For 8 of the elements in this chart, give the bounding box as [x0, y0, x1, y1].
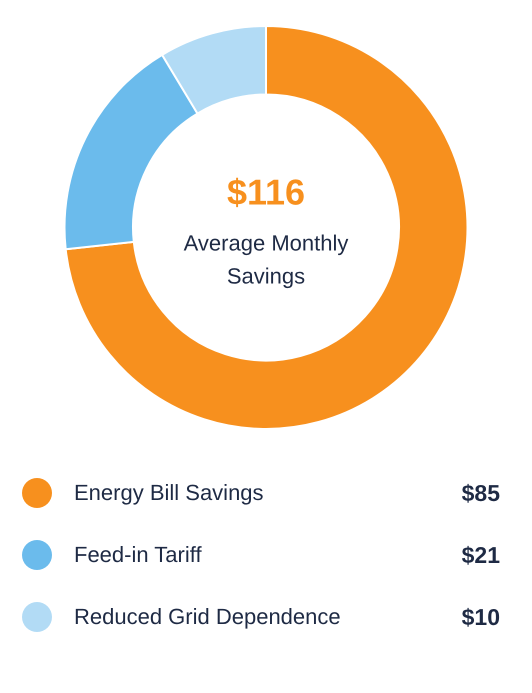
- text: $116: [226, 171, 306, 212]
- legend-label: Feed-in Tariff: [74, 542, 203, 568]
- legend-label: Energy Bill Savings: [74, 480, 265, 506]
- legend-label: Reduced Grid Dependence: [74, 604, 342, 630]
- data-label: $21: [462, 542, 500, 568]
- data-label: $10: [462, 604, 500, 630]
- data-label: $85: [462, 480, 500, 506]
- text: Average Monthly Savings: [184, 230, 348, 289]
